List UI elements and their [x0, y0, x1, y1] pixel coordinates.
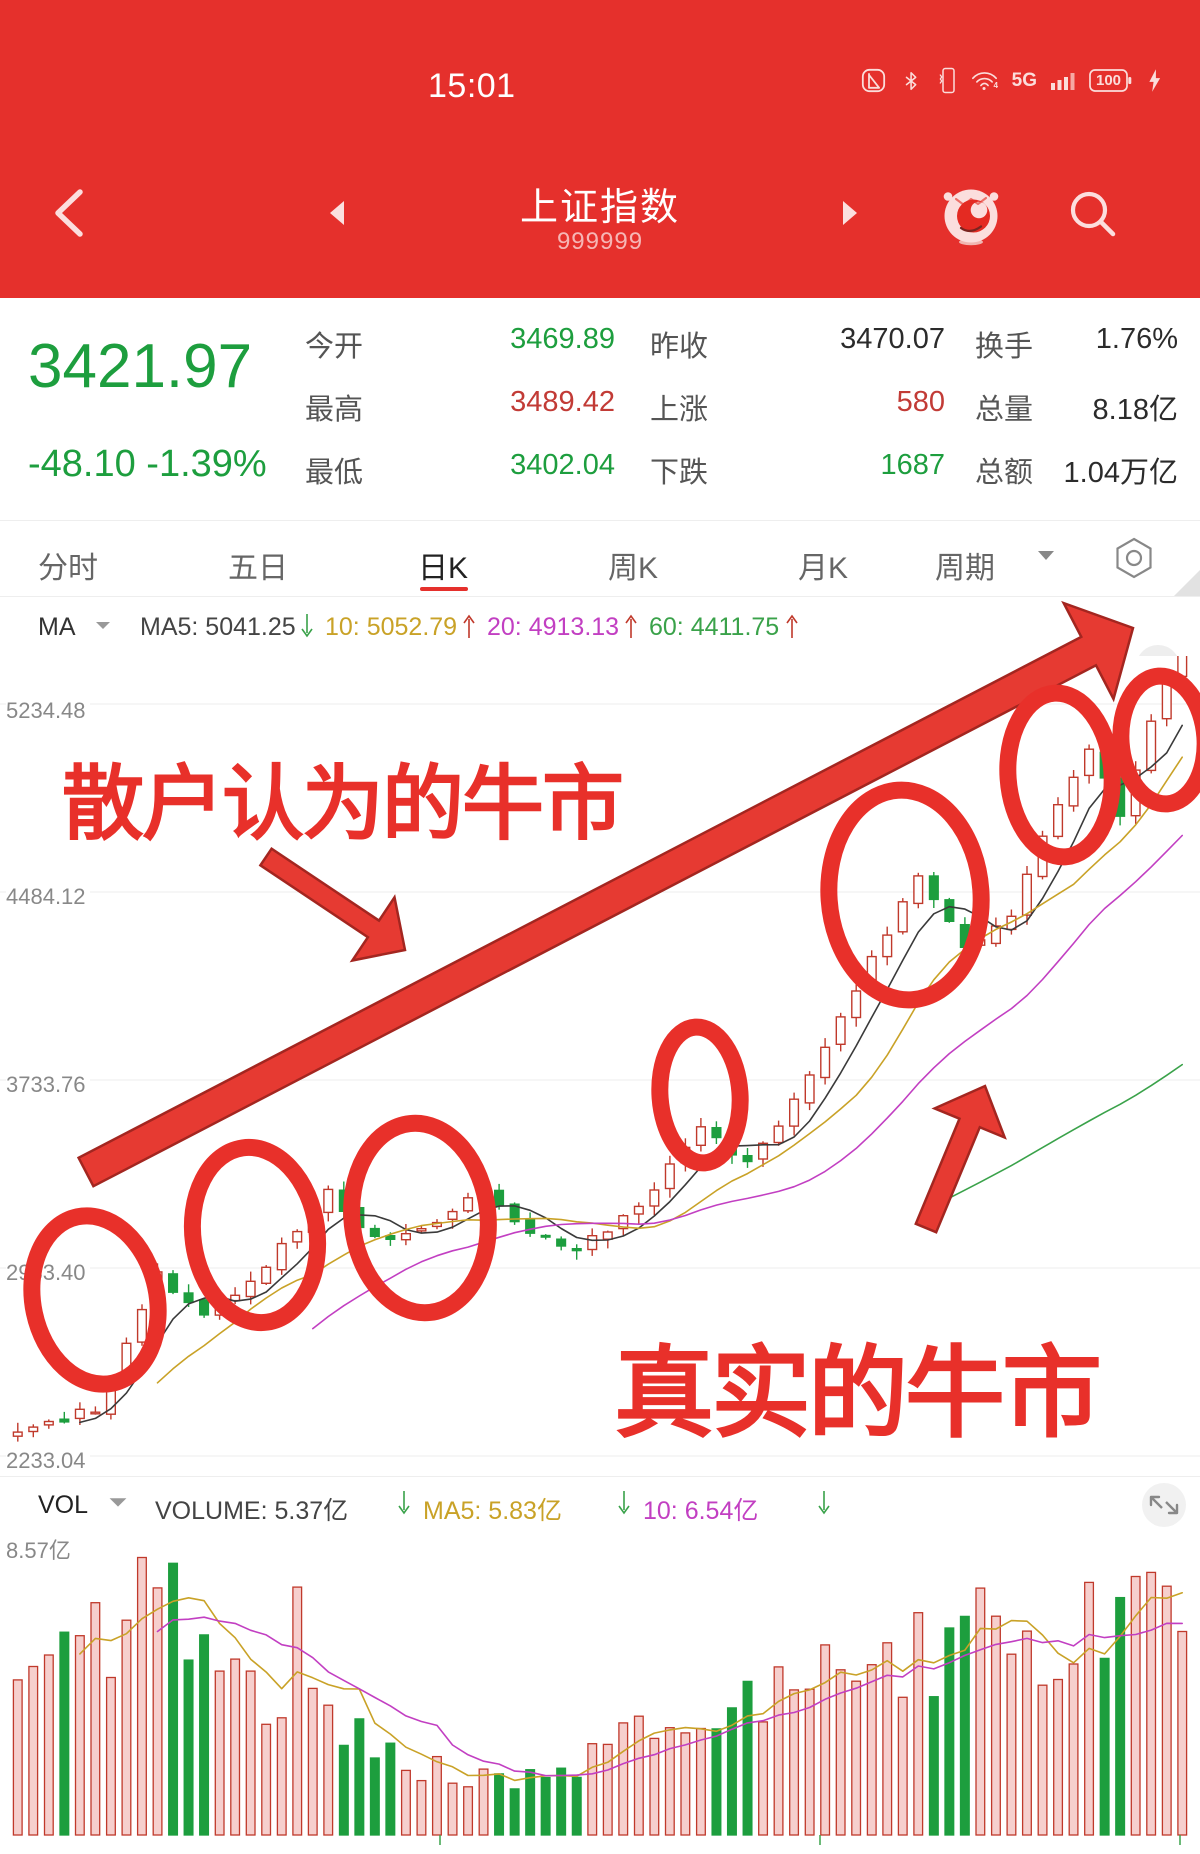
- svg-text:4: 4: [993, 81, 998, 90]
- svg-text:100: 100: [1096, 72, 1121, 89]
